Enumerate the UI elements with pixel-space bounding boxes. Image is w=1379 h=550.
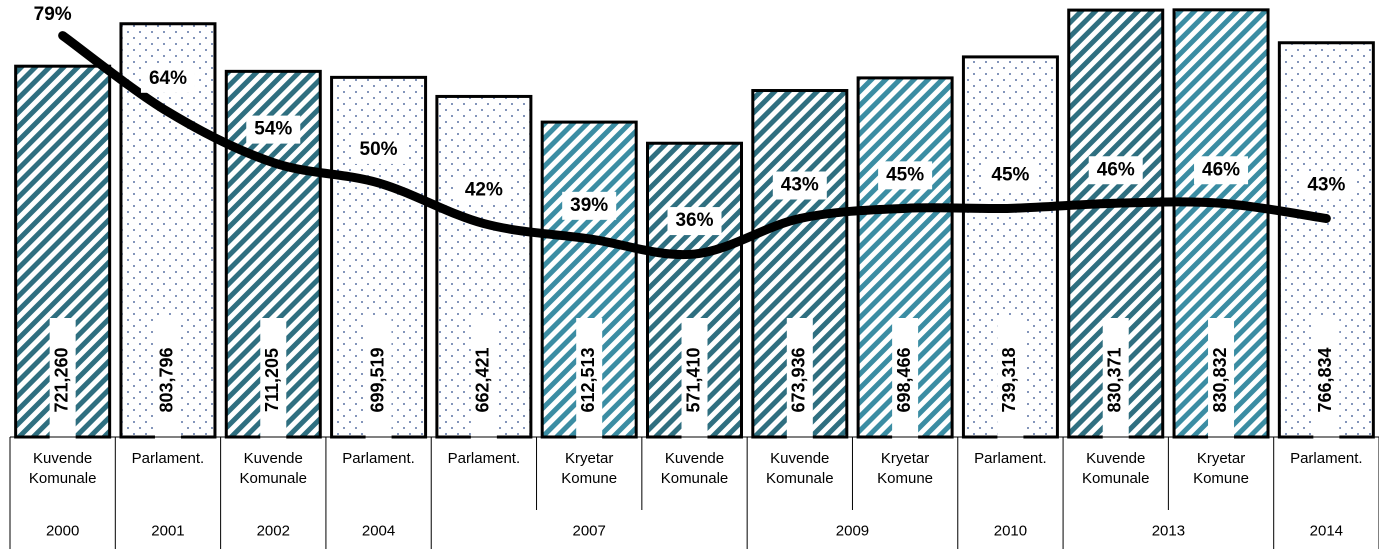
category-label: Parlament.	[342, 450, 415, 467]
line-value-label: 46%	[1097, 159, 1135, 180]
line-label-box	[456, 176, 511, 205]
line-value-label: 45%	[886, 164, 924, 185]
line-label-box	[878, 161, 933, 190]
category-cell: Kryetar Komune	[1193, 450, 1249, 487]
line-value-label: 43%	[1307, 175, 1345, 196]
group-label: 2002	[257, 522, 290, 539]
line-value-label: 42%	[465, 180, 503, 201]
category-label: Parlament.	[974, 450, 1047, 467]
category-label: Kuvende Komunale	[1081, 450, 1150, 487]
line-label-box	[351, 135, 406, 164]
line-value-label: 64%	[149, 68, 187, 89]
line-label-box	[246, 115, 301, 144]
category-label: Parlament.	[1290, 450, 1363, 467]
line-value-label: 43%	[781, 175, 819, 196]
category-label: Kuvende Komunale	[239, 450, 308, 487]
value-label-box	[892, 318, 919, 440]
bar-value-label: 612,513	[578, 347, 598, 412]
bar-value-label: 698,466	[894, 347, 914, 412]
category-cell: Kuvende Komunale	[766, 450, 834, 487]
line-label-box	[667, 207, 722, 236]
value-label-box	[365, 318, 392, 440]
group-label: 2000	[46, 522, 79, 539]
value-label-box	[681, 318, 708, 440]
category-cell: Parlament.	[342, 450, 415, 467]
value-label-box	[997, 318, 1024, 440]
value-label-box	[154, 318, 181, 440]
category-cell: Kryetar Komune	[561, 450, 618, 487]
category-label: Kuvende Komunale	[766, 450, 834, 487]
bar-value-label: 673,936	[789, 347, 809, 412]
group-label: 2001	[151, 522, 184, 539]
bar-value-label: 699,519	[367, 347, 387, 412]
bar-value-label: 711,205	[262, 348, 282, 412]
bar-value-label: 662,421	[473, 347, 493, 412]
line-value-label: 45%	[991, 164, 1029, 185]
category-label: Parlament.	[447, 450, 521, 467]
group-label: 2014	[1310, 522, 1343, 539]
value-label-box	[1102, 318, 1129, 440]
value-label-box	[786, 318, 813, 440]
line-label-box	[1194, 156, 1249, 185]
category-cell: Parlament.	[131, 450, 205, 467]
category-cell: Kuvende Komunale	[239, 450, 308, 487]
line-value-label: 39%	[570, 195, 608, 216]
group-label: 2013	[1152, 522, 1185, 539]
line-value-label: 46%	[1202, 159, 1240, 180]
category-cell: Kuvende Komunale	[1081, 450, 1150, 487]
category-cell: Kryetar Komune	[877, 450, 934, 487]
line	[58, 31, 1331, 260]
bar-value-label: 721,260	[51, 347, 71, 412]
group-label: 2004	[362, 522, 395, 539]
bar-value-label: 766,834	[1315, 347, 1335, 412]
value-label-box	[260, 318, 287, 440]
category-label: Kryetar Komune	[877, 450, 934, 487]
category-cell: Parlament.	[447, 450, 521, 467]
line-value-label: 54%	[254, 119, 292, 140]
line-label-box	[1299, 171, 1354, 200]
line-label-box	[1088, 156, 1143, 185]
line-label-box	[140, 64, 195, 93]
category-cell: Parlament.	[974, 450, 1047, 467]
line-label-box	[983, 161, 1038, 190]
category-cell: Kuvende Komunale	[28, 450, 97, 487]
bar-value-label: 830,371	[1104, 347, 1124, 412]
category-label: Kuvende Komunale	[660, 450, 729, 487]
group-label: 2010	[994, 522, 1027, 539]
bar-value-label: 803,796	[157, 347, 177, 412]
value-label-box	[49, 318, 76, 440]
category-cell: Kuvende Komunale	[660, 450, 729, 487]
category-label: Kryetar Komune	[1193, 450, 1249, 487]
category-label: Parlament.	[131, 450, 205, 467]
group-label: 2009	[836, 522, 869, 539]
category-label: Kuvende Komunale	[28, 450, 97, 487]
group-label: 2007	[573, 522, 606, 539]
bar-value-label: 739,318	[999, 347, 1019, 412]
value-label-box	[576, 318, 603, 440]
line-value-label: 50%	[360, 139, 398, 160]
bar-value-label: 830,832	[1210, 347, 1230, 412]
bar-value-label: 571,410	[683, 347, 703, 412]
line-value-label: 36%	[675, 210, 713, 231]
line-value-label: 79%	[34, 4, 72, 25]
line-label-box	[562, 191, 617, 220]
value-label-box	[1313, 318, 1340, 440]
value-label-box	[470, 318, 497, 440]
category-cell: Parlament.	[1290, 450, 1363, 467]
category-label: Kryetar Komune	[561, 450, 618, 487]
line-label-box	[772, 171, 827, 200]
value-label-box	[1208, 318, 1235, 440]
